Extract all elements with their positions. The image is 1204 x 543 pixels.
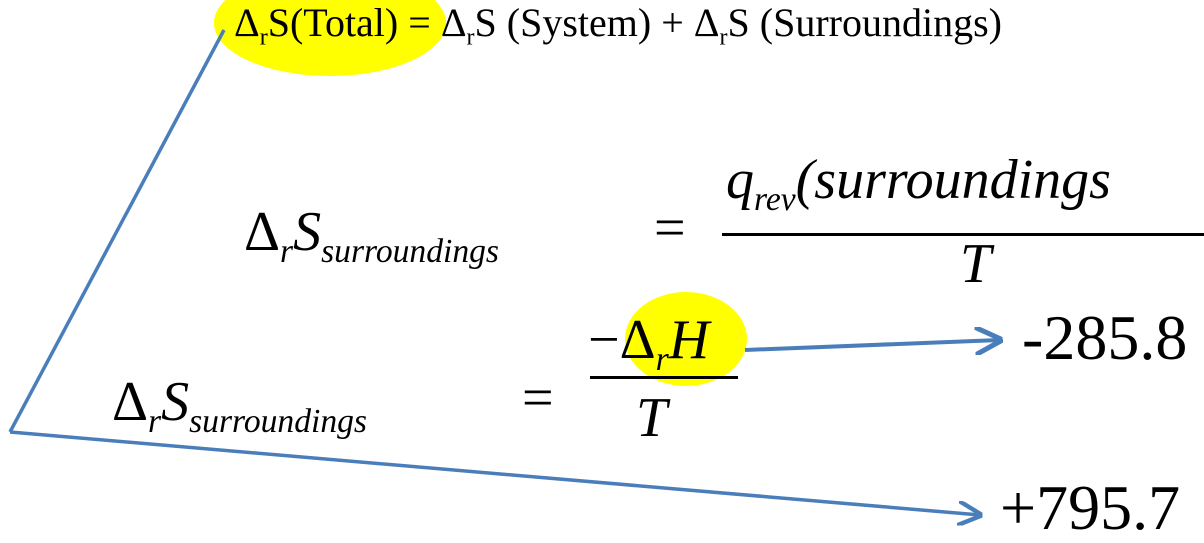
eq2-equals: =	[522, 367, 554, 429]
eq1-fraction-bar	[722, 233, 1204, 236]
arrows	[8, 29, 1204, 529]
eq1-denominator: T	[960, 233, 992, 295]
arrow-to-result	[9, 430, 980, 515]
highlight-delta-h	[625, 292, 747, 386]
top-equation: ΔrS(Total) = ΔrS (System) + ΔrS (Surroun…	[234, 0, 1002, 51]
left-bracket-line	[8, 29, 226, 433]
entropy-result-value: +795.7	[1000, 472, 1181, 543]
enthalpy-value: -285.8	[1022, 302, 1188, 373]
eq2-numerator: −ΔrH	[588, 309, 710, 378]
eq1-numerator: qrev(surroundings	[726, 149, 1111, 218]
eq2-denominator: T	[636, 387, 668, 449]
total-entropy-term: ΔrS(Total)	[234, 0, 399, 51]
eq1-equals: =	[654, 197, 686, 259]
arrow-to-enthalpy	[744, 340, 1000, 350]
eq1-lhs: ΔrSsurroundings	[244, 201, 499, 270]
eq2-lhs: ΔrSsurroundings	[112, 371, 367, 440]
eq2-fraction-bar	[590, 376, 738, 379]
